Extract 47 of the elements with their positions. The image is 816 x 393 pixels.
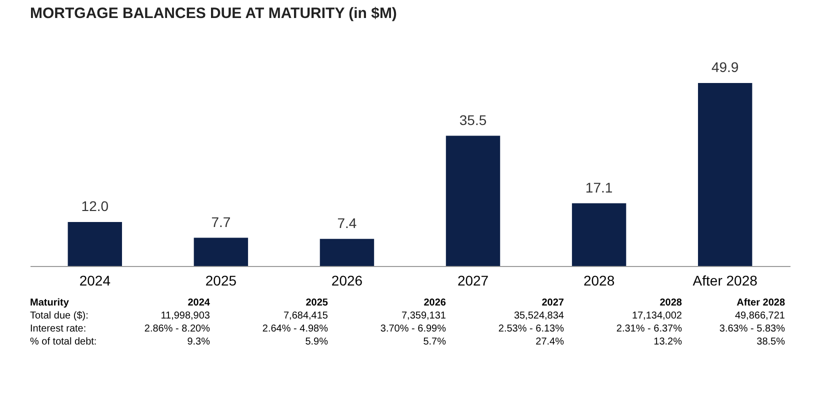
x-tick-label: 2024 — [79, 272, 111, 288]
text: Maturity — [30, 298, 70, 308]
x-tick-label: 2027 — [457, 272, 489, 288]
text: 2025 — [306, 298, 328, 308]
text: 2024 — [188, 298, 210, 308]
text: 3.70% - 6.99% — [380, 324, 446, 334]
text: After 2028 — [736, 298, 786, 308]
text: 2026 — [424, 298, 446, 308]
x-tick-label: 2026 — [331, 272, 363, 288]
text: 27.4% — [536, 336, 564, 348]
data-label: 7.7 — [211, 214, 231, 230]
bar — [320, 238, 374, 266]
text: 2027 — [542, 298, 564, 308]
text: 2.64% - 4.98% — [262, 324, 328, 334]
text: 49,866,721 — [734, 310, 786, 322]
x-tick-label: 2025 — [205, 272, 237, 288]
text: 17,134,002 — [632, 310, 682, 322]
chart-title: MORTGAGE BALANCES DUE AT MATURITY (in $M) — [30, 4, 397, 22]
text: Interest rate: — [30, 324, 86, 334]
x-tick-label: After 2028 — [692, 272, 758, 288]
data-label: 7.4 — [337, 214, 357, 231]
text: 2.86% - 8.20% — [144, 324, 210, 334]
bar — [572, 203, 626, 266]
text: 13.2% — [654, 336, 682, 348]
text: 2028 — [660, 298, 682, 308]
data-label: 17.1 — [585, 179, 613, 196]
text: 7,684,415 — [284, 310, 328, 322]
text: 2.53% - 6.13% — [498, 324, 564, 334]
data-label: 49.9 — [711, 58, 739, 75]
text: 2.31% - 6.37% — [616, 324, 682, 334]
bar — [68, 222, 122, 266]
data-label: 35.5 — [459, 112, 487, 128]
data-label: 12.0 — [81, 198, 109, 214]
text: 35,524,834 — [514, 310, 564, 322]
x-tick-label: 2028 — [583, 272, 615, 288]
text: 5.7% — [423, 336, 446, 348]
text: 7,359,131 — [402, 310, 446, 322]
text: 5.9% — [305, 336, 328, 348]
bar — [194, 238, 248, 266]
text: % of total debt: — [30, 336, 97, 348]
bar — [698, 82, 752, 266]
bar — [446, 136, 500, 266]
text: 3.63% - 5.83% — [719, 324, 786, 334]
text: 9.3% — [187, 336, 210, 348]
text: 38.5% — [756, 336, 786, 348]
text: Total due ($): — [30, 310, 88, 322]
text: 11,998,903 — [160, 310, 210, 322]
